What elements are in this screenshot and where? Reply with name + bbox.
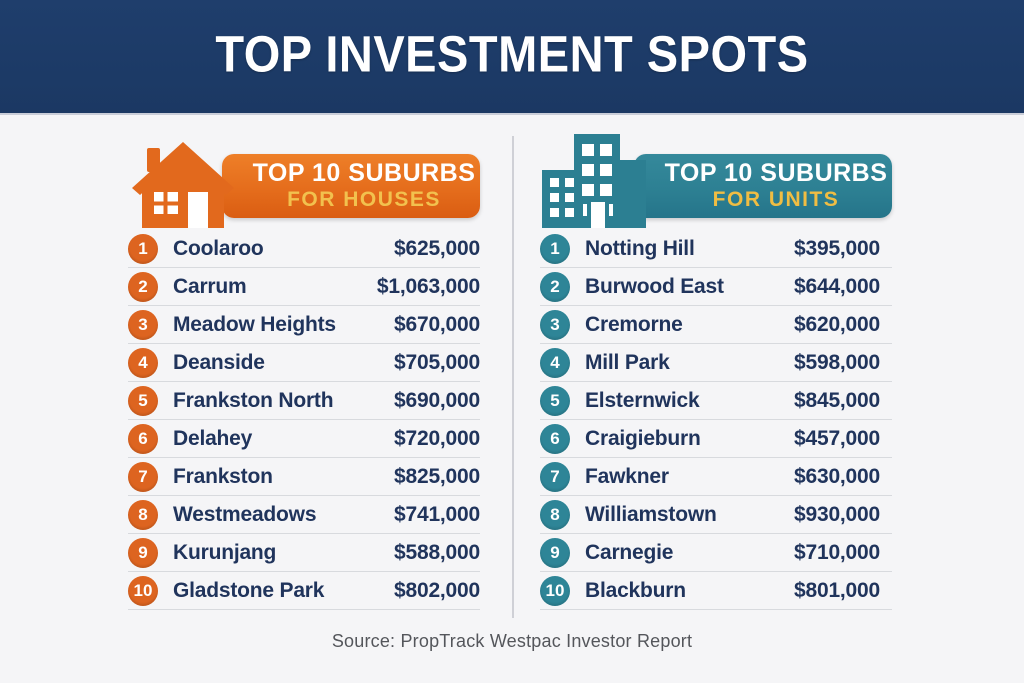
suburb-name: Craigieburn	[585, 426, 701, 450]
header-band: TOP INVESTMENT SPOTS	[0, 0, 1024, 115]
table-row: 6 Delahey $720,000	[128, 420, 480, 458]
price-value: $802,000	[394, 578, 480, 602]
rank-badge: 4	[540, 347, 570, 378]
rank-badge: 8	[128, 499, 158, 530]
table-row: 4 Mill Park $598,000	[540, 344, 892, 382]
price-value: $710,000	[794, 540, 880, 564]
table-row: 2 Carrum $1,063,000	[128, 268, 480, 306]
source-attribution: Source: PropTrack Westpac Investor Repor…	[331, 631, 693, 651]
rank-badge: 2	[128, 271, 158, 302]
suburb-name: Carnegie	[585, 540, 674, 564]
page-title: TOP INVESTMENT SPOTS	[215, 24, 809, 83]
table-row: 7 Fawkner $630,000	[540, 458, 892, 496]
table-row: 4 Deanside $705,000	[128, 344, 480, 382]
rank-badge: 7	[128, 461, 158, 492]
suburb-name: Westmeadows	[173, 502, 317, 526]
suburb-name: Fawkner	[585, 464, 669, 488]
suburb-name: Deanside	[173, 350, 265, 374]
table-row: 8 Westmeadows $741,000	[128, 496, 480, 534]
price-value: $1,063,000	[376, 274, 480, 298]
houses-banner-title: TOP 10 SUBURBS	[252, 159, 476, 188]
units-panel: TOP 10 SUBURBS FOR UNITS 1 Notting Hill …	[540, 132, 892, 610]
table-row: 1 Coolaroo $625,000	[128, 230, 480, 268]
suburb-name: Gladstone Park	[173, 578, 325, 602]
rank-badge: 10	[540, 575, 570, 606]
panel-divider	[512, 136, 514, 618]
table-row: 5 Elsternwick $845,000	[540, 382, 892, 420]
price-value: $825,000	[394, 464, 480, 488]
table-row: 3 Meadow Heights $670,000	[128, 306, 480, 344]
rank-badge: 7	[540, 461, 570, 492]
rank-badge: 4	[128, 347, 158, 378]
table-row: 10 Gladstone Park $802,000	[128, 572, 480, 610]
price-value: $620,000	[794, 312, 880, 336]
price-value: $625,000	[394, 236, 480, 260]
suburb-name: Meadow Heights	[173, 312, 336, 336]
rank-badge: 6	[540, 423, 570, 454]
table-row: 3 Cremorne $620,000	[540, 306, 892, 344]
price-value: $930,000	[794, 502, 880, 526]
suburb-name: Notting Hill	[585, 236, 695, 260]
suburb-name: Mill Park	[585, 350, 670, 374]
price-value: $630,000	[794, 464, 880, 488]
suburb-name: Williamstown	[585, 502, 717, 526]
suburb-name: Cremorne	[585, 312, 683, 336]
rank-badge: 9	[540, 537, 570, 568]
table-row: 5 Frankston North $690,000	[128, 382, 480, 420]
table-row: 8 Williamstown $930,000	[540, 496, 892, 534]
houses-banner: TOP 10 SUBURBS FOR HOUSES	[222, 154, 480, 218]
suburb-name: Delahey	[173, 426, 253, 450]
price-value: $395,000	[794, 236, 880, 260]
rank-badge: 9	[128, 537, 158, 568]
suburb-name: Carrum	[173, 274, 247, 298]
price-value: $670,000	[394, 312, 480, 336]
suburb-name: Coolaroo	[173, 236, 264, 260]
table-row: 9 Kurunjang $588,000	[128, 534, 480, 572]
suburb-name: Elsternwick	[585, 388, 700, 412]
price-value: $598,000	[794, 350, 880, 374]
price-value: $720,000	[394, 426, 480, 450]
houses-list: 1 Coolaroo $625,000 2 Carrum $1,063,000 …	[128, 230, 480, 610]
houses-banner-subtitle: FOR HOUSES	[287, 187, 441, 211]
table-row: 9 Carnegie $710,000	[540, 534, 892, 572]
price-value: $741,000	[394, 502, 480, 526]
price-value: $705,000	[394, 350, 480, 374]
houses-panel-header: TOP 10 SUBURBS FOR HOUSES	[128, 132, 480, 228]
price-value: $801,000	[794, 578, 880, 602]
suburb-name: Burwood East	[585, 274, 724, 298]
rank-badge: 5	[540, 385, 570, 416]
rank-badge: 2	[540, 271, 570, 302]
rank-badge: 1	[540, 233, 570, 264]
table-row: 7 Frankston $825,000	[128, 458, 480, 496]
rank-badge: 5	[128, 385, 158, 416]
rank-badge: 3	[540, 309, 570, 340]
price-value: $588,000	[394, 540, 480, 564]
units-banner-title: TOP 10 SUBURBS	[664, 159, 888, 188]
table-row: 1 Notting Hill $395,000	[540, 230, 892, 268]
suburb-name: Frankston	[173, 464, 273, 488]
rank-badge: 6	[128, 423, 158, 454]
units-list: 1 Notting Hill $395,000 2 Burwood East $…	[540, 230, 892, 610]
table-row: 10 Blackburn $801,000	[540, 572, 892, 610]
rank-badge: 1	[128, 233, 158, 264]
house-icon	[130, 140, 236, 233]
units-panel-header: TOP 10 SUBURBS FOR UNITS	[540, 132, 892, 228]
units-banner: TOP 10 SUBURBS FOR UNITS	[634, 154, 892, 218]
table-row: 6 Craigieburn $457,000	[540, 420, 892, 458]
rank-badge: 10	[128, 575, 158, 606]
table-row: 2 Burwood East $644,000	[540, 268, 892, 306]
suburb-name: Frankston North	[173, 388, 334, 412]
apartment-building-icon	[540, 130, 650, 233]
price-value: $644,000	[794, 274, 880, 298]
suburb-name: Blackburn	[585, 578, 686, 602]
price-value: $457,000	[794, 426, 880, 450]
price-value: $690,000	[394, 388, 480, 412]
rank-badge: 3	[128, 309, 158, 340]
rank-badge: 8	[540, 499, 570, 530]
suburb-name: Kurunjang	[173, 540, 277, 564]
houses-panel: TOP 10 SUBURBS FOR HOUSES 1 Coolaroo $62…	[128, 132, 480, 610]
units-banner-subtitle: FOR UNITS	[712, 187, 840, 211]
price-value: $845,000	[794, 388, 880, 412]
